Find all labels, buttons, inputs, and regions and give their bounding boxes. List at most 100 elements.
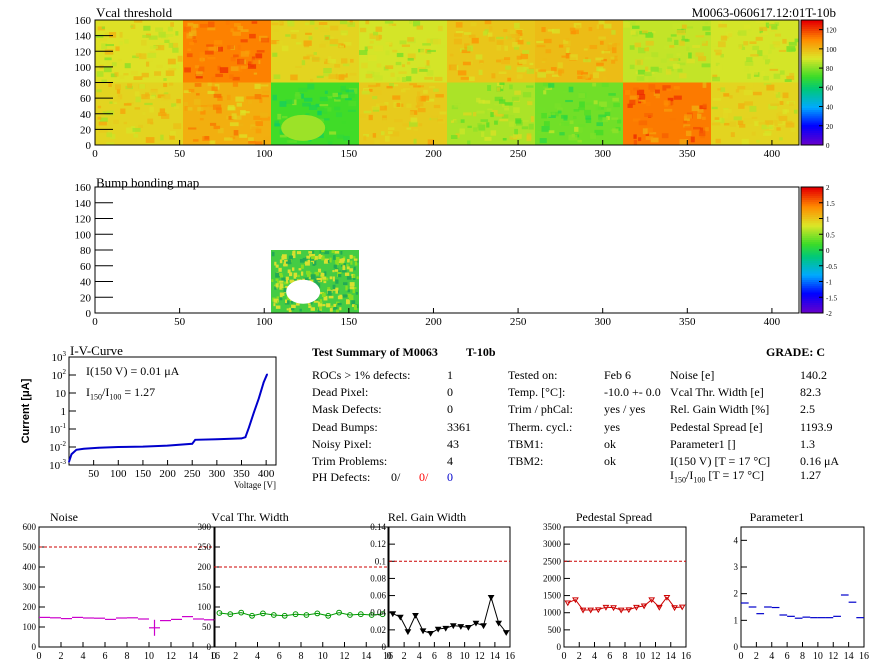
pixel-noise <box>703 127 709 132</box>
pixel-noise <box>255 53 263 59</box>
pixel-noise <box>308 104 318 110</box>
pixel-noise <box>578 107 585 111</box>
roc-x-tick-label: 10 <box>635 651 645 662</box>
pixel-noise <box>598 117 607 122</box>
pixel-noise <box>373 31 379 36</box>
pixel-noise <box>108 32 117 38</box>
middle-label-1: Temp. [°C]: <box>508 385 566 400</box>
pixel-noise <box>367 54 377 61</box>
map1-colorbar-band <box>801 51 823 54</box>
bump-noise <box>350 260 353 265</box>
pixel-noise <box>400 88 406 93</box>
map1-y-tick-label: 0 <box>86 140 92 152</box>
pixel-noise <box>150 74 156 79</box>
map2-colorbar-band <box>801 273 823 276</box>
pixel-noise <box>111 62 117 67</box>
pixel-noise <box>744 117 753 124</box>
pixel-noise <box>705 31 711 36</box>
pixel-noise <box>336 134 345 139</box>
pixel-noise <box>486 122 490 128</box>
pixel-noise <box>394 119 403 123</box>
pixel-noise <box>644 87 653 92</box>
pixel-noise <box>484 110 492 115</box>
roc-x-tick-label: 14 <box>490 651 500 662</box>
pixel-noise <box>537 107 545 114</box>
map1-colorbar-band <box>801 78 823 81</box>
bump-bonding-map: 0 50 100 150 200 250 300 350 4000204060801001201… <box>75 182 838 328</box>
pixel-noise <box>192 139 199 142</box>
pixel-noise <box>232 76 240 81</box>
pixel-noise <box>641 140 650 145</box>
pixel-noise <box>558 44 564 48</box>
pixel-noise <box>183 90 192 94</box>
pixel-noise <box>498 71 507 74</box>
map2-colorbar-band <box>801 226 823 230</box>
roc-x-tick-label: 8 <box>623 651 628 662</box>
pixel-noise <box>645 133 649 136</box>
pixel-noise <box>230 28 234 33</box>
map1-y-tick-label: 40 <box>80 109 92 121</box>
bump-noise <box>274 286 277 290</box>
pixel-noise <box>384 135 390 142</box>
pixel-noise <box>365 20 370 25</box>
pixel-noise <box>766 84 775 91</box>
pixel-noise <box>199 23 208 28</box>
pixel-noise <box>526 68 535 74</box>
pixel-noise <box>584 109 591 116</box>
map1-x-tick-label: 250 <box>510 148 527 160</box>
pixel-noise <box>156 64 163 69</box>
bump-noise <box>349 254 353 259</box>
pixel-noise <box>739 123 746 128</box>
pixel-noise <box>348 92 355 98</box>
pixel-noise <box>426 38 433 44</box>
map2-colorbar-label: -1 <box>826 279 832 287</box>
pixel-noise <box>396 52 404 58</box>
pixel-noise <box>338 92 343 95</box>
map2-colorbar-band <box>801 214 823 217</box>
map2-colorbar-band <box>801 289 823 293</box>
left-label-4: Noisy Pixel: <box>312 436 372 451</box>
pixel-noise <box>184 106 188 111</box>
pixel-noise <box>711 122 721 126</box>
pixel-noise <box>455 30 464 34</box>
middle-label-5: TBM2: <box>508 454 544 468</box>
pixel-noise <box>303 40 312 46</box>
pixel-noise <box>363 88 370 93</box>
pixel-noise <box>547 29 554 32</box>
pixel-noise <box>684 116 690 121</box>
pixel-noise <box>276 40 283 46</box>
pixel-noise <box>769 44 776 50</box>
pixel-noise <box>522 92 532 98</box>
pixel-noise <box>163 93 171 100</box>
pixel-noise <box>207 27 216 31</box>
map1-colorbar-band <box>801 36 823 40</box>
pixel-noise <box>484 20 492 25</box>
pixel-noise <box>333 106 341 111</box>
iv-x-tick-label: 50 <box>88 468 100 480</box>
bump-noise <box>334 268 339 271</box>
pixel-noise <box>717 41 726 48</box>
pixel-noise <box>311 56 320 62</box>
pixel-noise <box>155 45 165 51</box>
pixel-noise <box>319 96 328 102</box>
pixel-noise <box>751 131 756 136</box>
pixel-noise <box>473 111 477 117</box>
roc-point <box>564 600 572 607</box>
pixel-noise <box>114 72 119 77</box>
pixel-noise <box>132 127 141 132</box>
iv-point <box>70 453 73 455</box>
pixel-noise <box>117 94 123 100</box>
pixel-noise <box>230 66 240 72</box>
bump-noise <box>274 261 277 266</box>
roc-point <box>270 612 277 618</box>
iv-point <box>240 437 243 440</box>
pixel-noise <box>509 115 515 120</box>
pixel-noise <box>550 67 557 72</box>
pixel-noise <box>335 112 343 118</box>
pixel-noise <box>749 105 757 112</box>
pixel-noise <box>143 25 151 31</box>
pixel-noise <box>718 23 727 28</box>
iv-x-tick-label: 250 <box>184 468 201 480</box>
pixel-noise <box>528 123 534 130</box>
